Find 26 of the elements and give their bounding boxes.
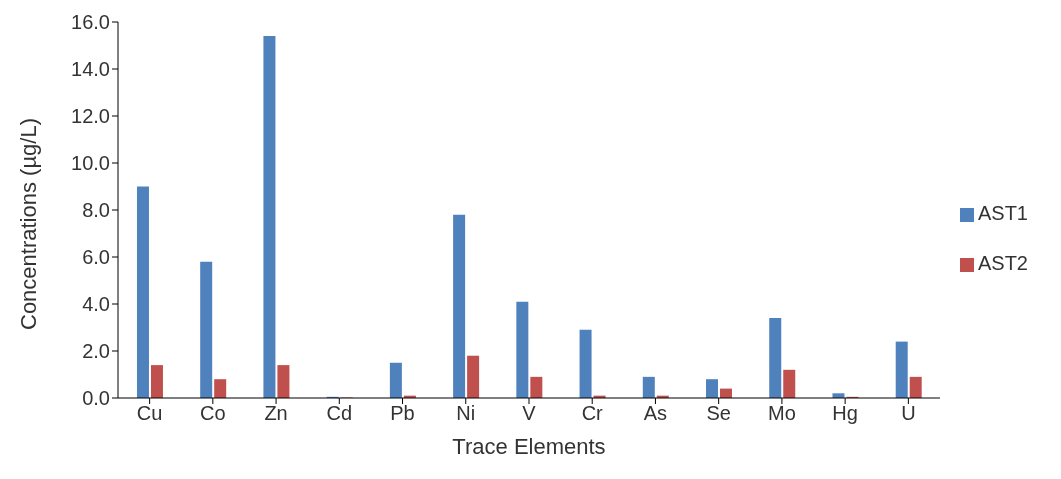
y-tick-label: 12.0 (71, 105, 110, 128)
x-tick-label: Pb (390, 402, 415, 425)
x-tick-label: Hg (832, 402, 858, 425)
x-tick-label: Co (200, 402, 226, 425)
y-tick-label: 16.0 (71, 11, 110, 34)
y-tick-label: 2.0 (82, 340, 110, 363)
x-tick-label: V (522, 402, 537, 425)
legend-label: AST1 (977, 202, 1028, 224)
y-tick-label: 6.0 (82, 246, 110, 269)
x-tick-label: As (643, 402, 668, 425)
y-tick-label: 4.0 (82, 293, 110, 316)
x-tick-label: Mo (768, 402, 796, 425)
y-tick-label: 8.0 (82, 199, 110, 222)
x-tick-label: Se (706, 402, 731, 425)
y-tick-label: 0.0 (82, 387, 110, 410)
x-tick-label: Cr (581, 402, 604, 425)
x-tick-label: Zn (264, 402, 288, 425)
y-axis-title: Concentrations (µg/L) (15, 118, 41, 330)
x-tick-label: Cu (136, 402, 163, 425)
y-tick-label: 14.0 (71, 58, 110, 81)
x-tick-label: Ni (456, 402, 476, 425)
x-tick-label: U (901, 402, 916, 425)
y-tick-label: 10.0 (71, 152, 110, 175)
x-tick-label: Cd (326, 402, 353, 425)
x-axis-title: Trace Elements (452, 434, 606, 459)
legend-label: AST2 (977, 252, 1028, 274)
